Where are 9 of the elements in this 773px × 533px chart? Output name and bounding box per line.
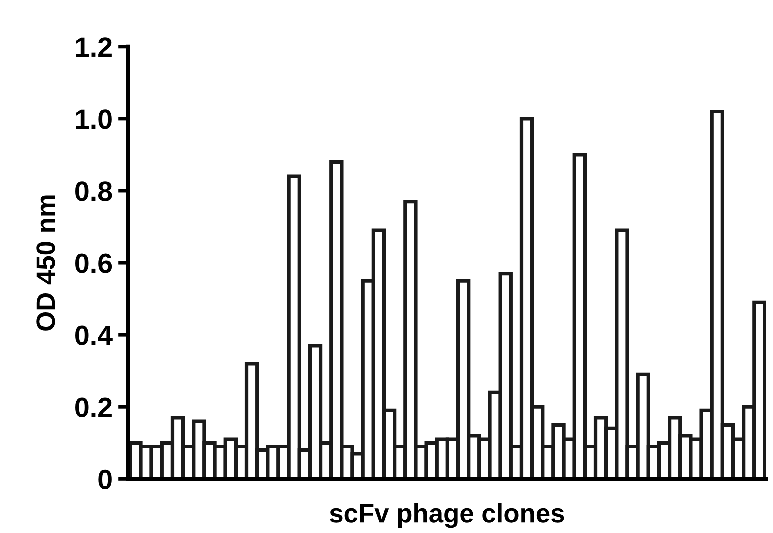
y-tick-label: 0.2 — [76, 398, 112, 418]
y-axis-title: OD 450 nm — [36, 196, 56, 331]
y-tick-label: 1.0 — [76, 110, 112, 130]
x-axis-title: scFv phage clones — [330, 503, 564, 528]
y-tick-label: 0.6 — [76, 254, 112, 274]
y-tick-label: 0 — [98, 470, 112, 490]
y-tick-label: 0.4 — [76, 326, 113, 346]
y-tick-label: 0.8 — [76, 182, 112, 202]
y-tick-label: 1.2 — [76, 38, 112, 57]
